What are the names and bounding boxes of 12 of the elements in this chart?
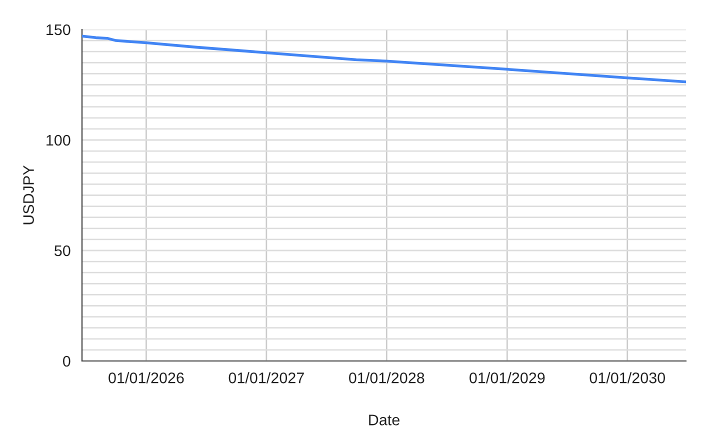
y-tick-label: 0: [62, 356, 70, 367]
x-tick-label: 01/01/2029: [470, 372, 545, 384]
x-axis-title: Date: [369, 414, 400, 426]
line-series: [82, 34, 686, 84]
y-axis-title: USDJPY: [23, 165, 34, 224]
y-tick-label: 150: [46, 24, 70, 36]
x-tick-label: 01/01/2030: [590, 372, 666, 384]
x-tick-label: 01/01/2026: [108, 372, 184, 384]
y-tick-label: 100: [46, 134, 70, 146]
x-tick-label: 01/01/2027: [228, 372, 304, 384]
x-tick-label: 01/01/2028: [349, 372, 424, 384]
y-tick-label: 50: [54, 245, 70, 256]
